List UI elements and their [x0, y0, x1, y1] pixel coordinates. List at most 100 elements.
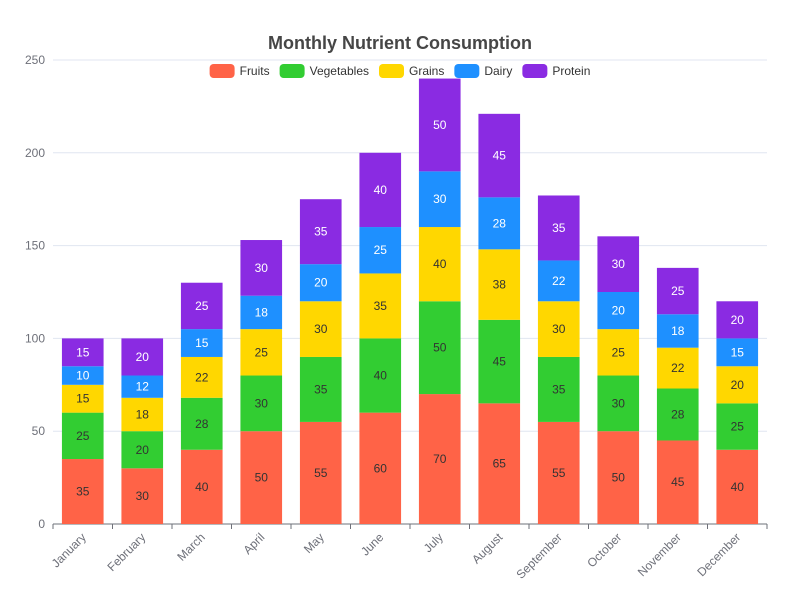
data-label: 40: [731, 480, 745, 494]
bar-segment-fruits[interactable]: [121, 468, 164, 524]
bar-segment-dairy[interactable]: [478, 197, 521, 250]
bar-segment-fruits[interactable]: [597, 431, 640, 524]
data-label: 35: [552, 382, 566, 396]
bar-segment-vegetables[interactable]: [418, 301, 461, 395]
bar-segment-protein[interactable]: [121, 338, 164, 376]
data-label: 20: [136, 350, 150, 364]
legend-item-vegetables[interactable]: Vegetables: [279, 64, 369, 78]
data-label: 35: [552, 221, 566, 235]
bar-segment-grains[interactable]: [121, 397, 164, 432]
bar-segment-vegetables[interactable]: [537, 356, 580, 422]
x-tick-label: July: [421, 530, 446, 555]
bar-segment-protein[interactable]: [240, 240, 283, 296]
bar-segment-fruits[interactable]: [61, 459, 104, 524]
bar-segment-vegetables[interactable]: [359, 338, 402, 413]
bar-segment-grains[interactable]: [418, 227, 461, 302]
bar-segment-grains[interactable]: [597, 329, 640, 376]
bar-segment-grains[interactable]: [240, 329, 283, 376]
bar-segment-fruits[interactable]: [537, 421, 580, 524]
bar-segment-grains[interactable]: [359, 273, 402, 339]
data-label: 40: [433, 257, 447, 271]
bar-segment-protein[interactable]: [359, 152, 402, 228]
data-label: 12: [136, 380, 150, 394]
bar-segment-fruits[interactable]: [656, 440, 699, 524]
bar-segment-dairy[interactable]: [61, 366, 104, 385]
bar-segment-fruits[interactable]: [240, 431, 283, 524]
legend-item-fruits[interactable]: Fruits: [209, 64, 270, 78]
bar-segment-grains[interactable]: [61, 384, 104, 413]
bar-segment-vegetables[interactable]: [299, 356, 342, 422]
legend-swatch: [522, 64, 548, 78]
bar-segment-vegetables[interactable]: [656, 388, 699, 441]
y-tick-label: 250: [25, 53, 45, 67]
bar-segment-protein[interactable]: [716, 301, 759, 339]
bar-segment-fruits[interactable]: [299, 421, 342, 524]
data-label: 40: [374, 183, 388, 197]
legend-item-dairy[interactable]: Dairy: [454, 64, 512, 78]
bar-segment-protein[interactable]: [299, 199, 342, 265]
bar-segment-protein[interactable]: [537, 195, 580, 261]
bar-segment-grains[interactable]: [656, 347, 699, 389]
x-tick-label: October: [584, 530, 624, 570]
bar-segment-protein[interactable]: [61, 338, 104, 367]
bar-segment-dairy[interactable]: [180, 329, 223, 357]
bar-segment-grains[interactable]: [180, 356, 223, 398]
bar-segment-grains[interactable]: [716, 366, 759, 404]
x-tick-label: April: [240, 530, 267, 557]
y-tick-label: 200: [25, 146, 45, 160]
bar-segment-vegetables[interactable]: [716, 403, 759, 450]
legend-item-grains[interactable]: Grains: [379, 64, 444, 78]
data-label: 30: [612, 396, 626, 410]
data-label: 45: [493, 149, 507, 163]
legend-swatch: [454, 64, 480, 78]
x-tick-label: September: [513, 530, 564, 581]
data-label: 38: [493, 278, 507, 292]
data-label: 50: [255, 471, 269, 485]
data-label: 30: [433, 192, 447, 206]
bar-segment-dairy[interactable]: [597, 292, 640, 330]
bar-segment-grains[interactable]: [478, 249, 521, 320]
bar-segment-protein[interactable]: [656, 267, 699, 315]
bar-segment-dairy[interactable]: [240, 295, 283, 330]
bar-segment-fruits[interactable]: [478, 403, 521, 524]
bars: 35 25 15 10 15 30 20 18 12 20 40 28 22 15 25 50 30 25 18 30…: [61, 78, 759, 524]
legend-label: Dairy: [484, 64, 512, 78]
bar-segment-vegetables[interactable]: [180, 397, 223, 450]
bar-segment-dairy[interactable]: [299, 264, 342, 302]
bar-segment-protein[interactable]: [597, 236, 640, 292]
bar-segment-vegetables[interactable]: [61, 412, 104, 460]
bar-segment-fruits[interactable]: [418, 394, 461, 524]
bar-segment-vegetables[interactable]: [597, 375, 640, 432]
bar-segment-dairy[interactable]: [418, 171, 461, 228]
bar-segment-dairy[interactable]: [359, 227, 402, 274]
legend-item-protein[interactable]: Protein: [522, 64, 590, 78]
bar-segment-grains[interactable]: [299, 301, 342, 357]
bar-segment-fruits[interactable]: [716, 449, 759, 524]
bar-segment-dairy[interactable]: [537, 260, 580, 302]
bar-segment-vegetables[interactable]: [478, 319, 521, 404]
bar-segment-fruits[interactable]: [359, 412, 402, 524]
y-tick-label: 100: [25, 331, 45, 345]
bar-segment-fruits[interactable]: [180, 449, 223, 524]
data-label: 35: [76, 485, 90, 499]
data-label: 50: [433, 118, 447, 132]
bar-segment-vegetables[interactable]: [121, 431, 164, 469]
bar-segment-protein[interactable]: [180, 282, 223, 330]
bar-segment-grains[interactable]: [537, 301, 580, 357]
bar-segment-dairy[interactable]: [716, 338, 759, 367]
data-label: 25: [612, 345, 626, 359]
bar-segment-protein[interactable]: [418, 78, 461, 172]
bar-segment-vegetables[interactable]: [240, 375, 283, 432]
data-label: 10: [76, 369, 90, 383]
bar-segment-dairy[interactable]: [656, 314, 699, 348]
data-label: 25: [731, 420, 745, 434]
x-tick-label: August: [469, 530, 506, 567]
data-label: 15: [195, 336, 209, 350]
data-label: 28: [671, 407, 685, 421]
chart-title: Monthly Nutrient Consumption: [268, 33, 532, 53]
legend: Fruits Vegetables Grains Dairy Protein: [209, 64, 590, 78]
data-label: 50: [612, 471, 626, 485]
bar-segment-protein[interactable]: [478, 113, 521, 198]
bar-segment-dairy[interactable]: [121, 375, 164, 398]
